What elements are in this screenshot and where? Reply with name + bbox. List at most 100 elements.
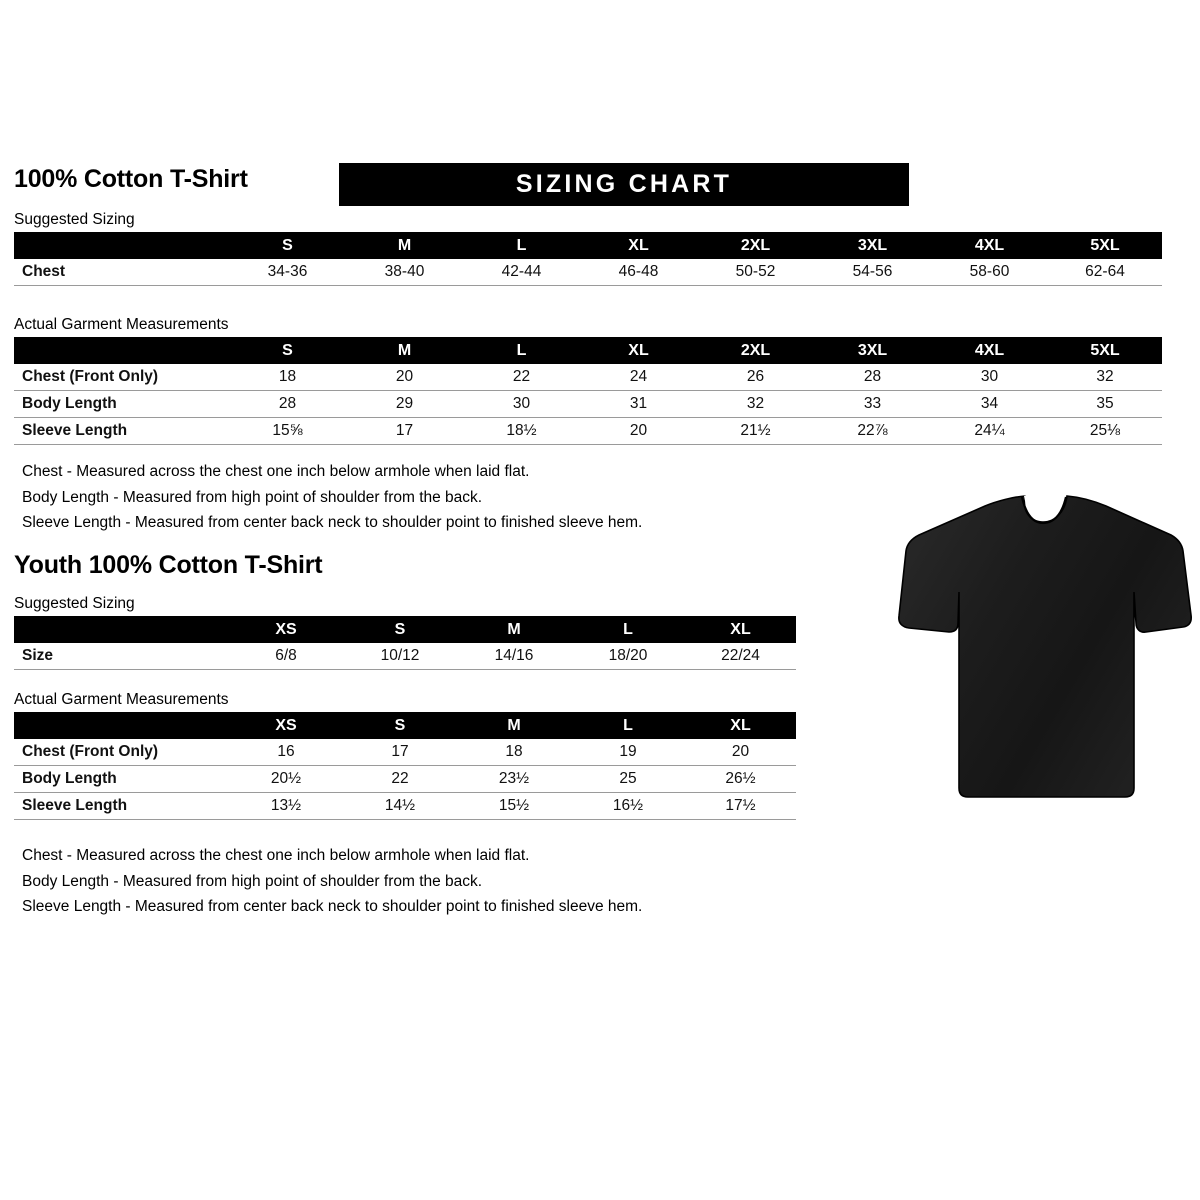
- table-header-row: S M L XL 2XL 3XL 4XL 5XL: [14, 232, 1162, 259]
- adult-suggested-sizing-caption: Suggested Sizing: [14, 211, 135, 228]
- cell: 29: [346, 390, 463, 418]
- column-header: XL: [685, 712, 796, 739]
- column-header: L: [571, 616, 685, 643]
- cell: 58-60: [931, 259, 1048, 286]
- cell: 22: [343, 765, 457, 793]
- adult-suggested-sizing-table: S M L XL 2XL 3XL 4XL 5XL Chest 34-36 38-…: [14, 232, 1162, 286]
- note-body-length: Body Length - Measured from high point o…: [22, 872, 483, 890]
- row-label: Size: [14, 643, 229, 670]
- cell: 15½: [457, 792, 571, 820]
- row-label: Body Length: [14, 765, 229, 793]
- column-header: [14, 616, 229, 643]
- cell: 33: [814, 390, 931, 418]
- t-shirt-icon: [898, 493, 1192, 798]
- cell: 10/12: [343, 643, 457, 670]
- cell: 18½: [463, 417, 580, 445]
- row-label: Chest (Front Only): [14, 364, 229, 391]
- cell: 42-44: [463, 259, 580, 286]
- cell: 20: [685, 739, 796, 766]
- adult-actual-measurements-table: S M L XL 2XL 3XL 4XL 5XL Chest (Front On…: [14, 337, 1162, 445]
- column-header: 2XL: [697, 232, 814, 259]
- row-label: Sleeve Length: [14, 417, 229, 445]
- column-header: 4XL: [931, 337, 1048, 364]
- cell: 26: [697, 364, 814, 391]
- column-header: [14, 337, 229, 364]
- cell: 17½: [685, 792, 796, 820]
- youth-actual-measurements-table: XS S M L XL Chest (Front Only) 16 17 18 …: [14, 712, 796, 820]
- column-header: XS: [229, 616, 343, 643]
- cell: 28: [229, 390, 346, 418]
- row-label: Chest (Front Only): [14, 739, 229, 766]
- cell: 18: [229, 364, 346, 391]
- cell: 15⅝: [229, 417, 346, 445]
- cell: 32: [697, 390, 814, 418]
- cell: 20: [346, 364, 463, 391]
- cell: 26½: [685, 765, 796, 793]
- column-header: L: [571, 712, 685, 739]
- cell: 50-52: [697, 259, 814, 286]
- table-row: Body Length 28 29 30 31 32 33 34 35: [14, 390, 1162, 418]
- cell: 20½: [229, 765, 343, 793]
- column-header: XL: [580, 337, 697, 364]
- cell: 38-40: [346, 259, 463, 286]
- note-sleeve-length: Sleeve Length - Measured from center bac…: [22, 898, 643, 915]
- cell: 24: [580, 364, 697, 391]
- column-header: 5XL: [1048, 337, 1162, 364]
- cell: 31: [580, 390, 697, 418]
- cell: 28: [814, 364, 931, 391]
- t-shirt-image: [893, 472, 1193, 807]
- youth-section-title: Youth 100% Cotton T-Shirt: [14, 551, 323, 579]
- cell: 23½: [457, 765, 571, 793]
- sizing-chart-label: SIZING CHART: [515, 170, 733, 198]
- cell: 22⅞: [814, 417, 931, 445]
- row-label: Chest: [14, 259, 229, 286]
- youth-measurement-notes: Chest - Measured across the chest one in…: [22, 843, 642, 920]
- cell: 32: [1048, 364, 1162, 391]
- cell: 22: [463, 364, 580, 391]
- cell: 14/16: [457, 643, 571, 670]
- table-header-row: XS S M L XL: [14, 616, 796, 643]
- column-header: M: [346, 232, 463, 259]
- column-header: S: [343, 712, 457, 739]
- cell: 35: [1048, 390, 1162, 418]
- column-header: M: [457, 616, 571, 643]
- cell: 24¼: [931, 417, 1048, 445]
- note-chest: Chest - Measured across the chest one in…: [22, 463, 530, 480]
- cell: 34: [931, 390, 1048, 418]
- table-row: Size 6/8 10/12 14/16 18/20 22/24: [14, 643, 796, 670]
- cell: 30: [931, 364, 1048, 391]
- cell: 46-48: [580, 259, 697, 286]
- table-row: Body Length 20½ 22 23½ 25 26½: [14, 765, 796, 793]
- cell: 18/20: [571, 643, 685, 670]
- column-header: XL: [580, 232, 697, 259]
- column-header: S: [343, 616, 457, 643]
- column-header: L: [463, 232, 580, 259]
- cell: 18: [457, 739, 571, 766]
- cell: 17: [343, 739, 457, 766]
- row-label: Body Length: [14, 390, 229, 418]
- cell: 17: [346, 417, 463, 445]
- table-row: Chest 34-36 38-40 42-44 46-48 50-52 54-5…: [14, 259, 1162, 286]
- cell: 30: [463, 390, 580, 418]
- adult-banner-row: 100% Cotton T-Shirt SIZING CHART: [14, 163, 1186, 207]
- cell: 62-64: [1048, 259, 1162, 286]
- column-header: S: [229, 232, 346, 259]
- table-row: Chest (Front Only) 18 20 22 24 26 28 30 …: [14, 364, 1162, 391]
- cell: 54-56: [814, 259, 931, 286]
- table-row: Sleeve Length 13½ 14½ 15½ 16½ 17½: [14, 792, 796, 820]
- cell: 20: [580, 417, 697, 445]
- column-header: 2XL: [697, 337, 814, 364]
- column-header: L: [463, 337, 580, 364]
- adult-section-title: 100% Cotton T-Shirt: [14, 165, 248, 193]
- table-header-row: XS S M L XL: [14, 712, 796, 739]
- youth-suggested-sizing-table: XS S M L XL Size 6/8 10/12 14/16 18/20 2…: [14, 616, 796, 670]
- youth-suggested-sizing-caption: Suggested Sizing: [14, 595, 135, 612]
- adult-actual-measurements-caption: Actual Garment Measurements: [14, 316, 229, 333]
- cell: 16½: [571, 792, 685, 820]
- cell: 21½: [697, 417, 814, 445]
- cell: 25⅛: [1048, 417, 1162, 445]
- youth-actual-measurements-caption: Actual Garment Measurements: [14, 691, 229, 708]
- row-label: Sleeve Length: [14, 792, 229, 820]
- column-header: 3XL: [814, 337, 931, 364]
